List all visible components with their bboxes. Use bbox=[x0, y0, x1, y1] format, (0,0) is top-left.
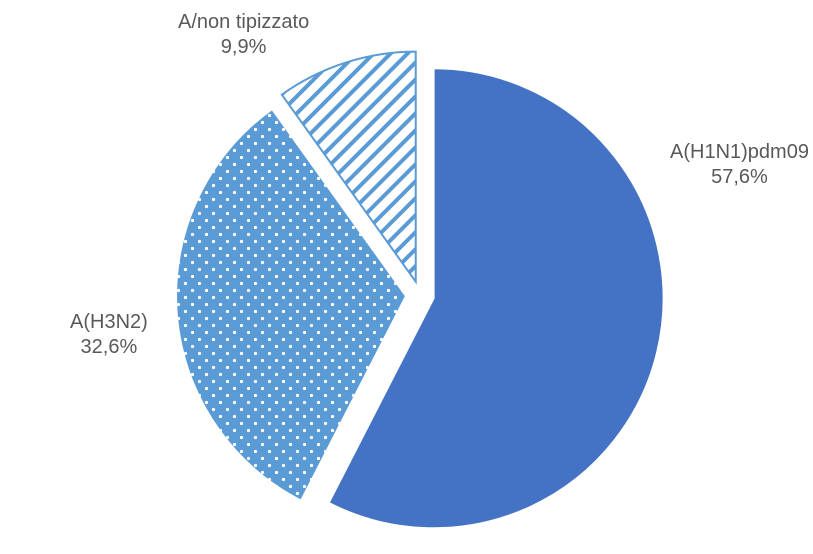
slice-label-h3n2: A(H3N2) 32,6% bbox=[70, 310, 148, 360]
slice-name-non-tipizzato: A/non tipizzato bbox=[178, 11, 309, 33]
slice-name-h1n1: A(H1N1)pdm09 bbox=[670, 141, 809, 163]
pie-chart: A(H1N1)pdm09 57,6% A(H3N2) 32,6% A/non t… bbox=[0, 0, 813, 554]
slice-percent-h3n2: 32,6% bbox=[81, 336, 138, 358]
slice-percent-h1n1: 57,6% bbox=[711, 166, 768, 188]
slice-percent-non-tipizzato: 9,9% bbox=[221, 36, 267, 58]
slice-label-h1n1: A(H1N1)pdm09 57,6% bbox=[670, 140, 809, 190]
slice-label-non-tipizzato: A/non tipizzato 9,9% bbox=[178, 10, 309, 60]
slice-name-h3n2: A(H3N2) bbox=[70, 311, 148, 333]
pie-svg bbox=[0, 0, 813, 554]
